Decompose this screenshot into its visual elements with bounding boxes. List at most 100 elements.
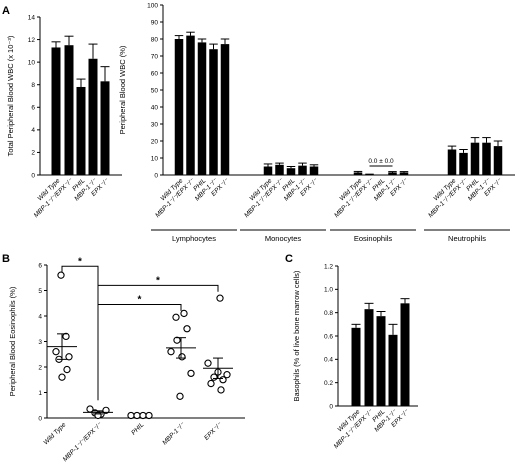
a-right-y-tick-label: 30 xyxy=(151,121,159,128)
b-data-point xyxy=(207,379,215,388)
a-right-y-tick-label: 40 xyxy=(151,104,159,111)
b-y-tick-label: 6 xyxy=(38,262,42,269)
a-left-bar xyxy=(100,81,110,175)
b-data-point xyxy=(223,370,231,379)
panel-label-c: C xyxy=(285,253,293,265)
b-category-label: PHIL xyxy=(130,421,145,436)
a-left-bar xyxy=(51,47,61,175)
c-y-tick-label: 0.2 xyxy=(324,380,333,387)
b-y-tick-label: 3 xyxy=(38,339,42,346)
a-left-bar xyxy=(88,58,98,175)
b-data-point xyxy=(217,386,225,394)
a-left-y-label: Total Peripheral Blood WBC (x 10⁻³) xyxy=(6,35,15,156)
a-right-neutrophils-bar xyxy=(459,152,468,175)
group-label: Neutrophils xyxy=(448,234,486,243)
b-y-tick-label: 0 xyxy=(38,415,42,422)
b-significance-star: * xyxy=(138,295,142,306)
a-right-lymphocytes-bar xyxy=(209,49,218,176)
a-right-y-tick-label: 50 xyxy=(151,87,159,94)
a-left-y-tick-label: 6 xyxy=(31,105,35,112)
a-right-y-tick-label: 100 xyxy=(147,2,158,9)
a-right-y-tick-label: 80 xyxy=(151,36,159,43)
c-bar xyxy=(351,327,361,406)
a-right-y-tick-label: 60 xyxy=(151,70,159,77)
chart-layer: 0 2 4 6 8 10 12 14 Total Peripheral Blood WBC (x… xyxy=(6,2,515,463)
c-y-label: Basophils (% of live bone marrow cells) xyxy=(292,270,301,401)
b-significance-bracket xyxy=(97,304,182,401)
panel-label-b: B xyxy=(2,253,10,265)
b-data-point xyxy=(187,369,195,378)
b-data-point xyxy=(216,294,224,302)
a-right-y-tick-label: 0 xyxy=(154,172,158,179)
c-bar xyxy=(364,309,374,406)
a-right-lymphocytes-bar xyxy=(174,39,184,175)
a-right-eosinophils-bar xyxy=(353,172,363,175)
b-data-point xyxy=(210,373,218,381)
a-left-y-tick-label: 2 xyxy=(31,150,35,157)
b-y-tick-label: 4 xyxy=(38,313,42,320)
b-data-point xyxy=(133,411,141,420)
a-left-y-tick-label: 14 xyxy=(28,14,36,21)
c-y-tick-label: 0.4 xyxy=(324,357,333,364)
b-data-point xyxy=(63,365,71,374)
a-right-eosinophils-bar xyxy=(399,172,409,175)
b-data-point xyxy=(145,411,153,420)
b-data-point xyxy=(167,348,175,356)
c-bar xyxy=(376,316,386,406)
b-data-point xyxy=(139,411,147,420)
b-data-point xyxy=(219,376,227,384)
b-significance-bracket xyxy=(97,284,219,401)
a-right-monocytes-bar xyxy=(298,165,307,175)
b-significance-star: * xyxy=(78,256,82,267)
b-y-label: Peripheral Blood Eosinophils (%) xyxy=(8,286,17,396)
b-category-label: MBP-1⁻/⁻/EPX⁻/⁻ xyxy=(62,421,104,463)
c-y-tick-label: 1.2 xyxy=(324,263,333,270)
b-data-point xyxy=(58,373,66,381)
c-bar xyxy=(388,334,398,406)
b-data-point xyxy=(52,348,60,356)
a-right-y-tick-label: 20 xyxy=(151,138,159,145)
group-label: Lymphocytes xyxy=(172,234,216,243)
c-y-tick-label: 0.8 xyxy=(324,310,333,317)
a-left-y-tick-label: 12 xyxy=(28,37,36,44)
b-data-point xyxy=(180,309,188,318)
b-y-tick-label: 2 xyxy=(38,364,42,371)
a-right-y-tick-label: 10 xyxy=(151,155,159,162)
b-significance-star: * xyxy=(156,275,160,286)
b-data-point xyxy=(57,271,65,279)
b-data-point xyxy=(62,332,70,341)
b-category-label: MBP-1⁻/⁻ xyxy=(161,421,187,447)
a-right-eosinophils-bar xyxy=(388,172,397,175)
zero-annotation: 0.0 ± 0.0 xyxy=(368,158,394,165)
b-data-point xyxy=(127,411,135,420)
panel-label-a: A xyxy=(2,5,10,17)
b-category-label: EPX⁻/⁻ xyxy=(203,421,224,442)
a-left-y-tick-label: 10 xyxy=(28,59,36,66)
b-data-point xyxy=(173,336,181,344)
a-right-eosinophils-bar xyxy=(365,174,374,175)
c-bar xyxy=(400,303,410,406)
b-data-point xyxy=(183,325,191,333)
a-left-bar xyxy=(64,45,74,175)
a-left-y-tick-label: 8 xyxy=(31,82,35,89)
a-right-lymphocytes-bar xyxy=(186,35,195,175)
a-right-neutrophils-bar xyxy=(482,142,491,175)
b-data-point xyxy=(204,359,212,367)
a-right-monocytes-bar xyxy=(286,168,296,175)
b-data-point xyxy=(176,392,184,400)
a-right-neutrophils-bar xyxy=(447,149,457,175)
a-right-monocytes-bar xyxy=(275,164,284,175)
group-label: Eosinophils xyxy=(354,234,393,243)
a-right-lymphocytes-bar xyxy=(197,42,207,176)
b-data-point xyxy=(65,353,73,361)
group-label: Monocytes xyxy=(265,234,302,243)
b-category-label: Wild Type xyxy=(42,421,67,446)
b-data-point xyxy=(178,353,186,361)
a-right-y-tick-label: 70 xyxy=(151,53,159,60)
a-right-neutrophils-bar xyxy=(470,142,480,175)
a-right-monocytes-bar xyxy=(309,166,319,175)
a-right-lymphocytes-bar xyxy=(220,44,230,175)
a-left-y-tick-label: 4 xyxy=(31,127,35,134)
a-left-bar xyxy=(76,86,86,175)
